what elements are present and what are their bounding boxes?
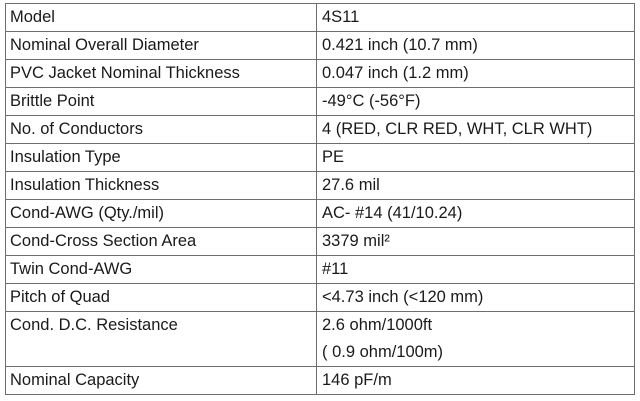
spec-label: Cond-AWG (Qty./mil) (5, 199, 317, 228)
spec-label: Model (5, 3, 317, 32)
spec-value-line: 27.6 mil (322, 176, 380, 194)
spec-value-line: 3379 mil² (322, 232, 390, 250)
table-row: Insulation Type PE (5, 143, 635, 172)
spec-value: PE (316, 143, 635, 172)
table-row: Nominal Overall Diameter 0.421 inch (10.7… (5, 31, 635, 60)
spec-value: 27.6 mil (316, 171, 635, 200)
spec-value-line: -49°C (-56°F) (322, 92, 421, 110)
spec-value: 0.421 inch (10.7 mm) (316, 31, 635, 60)
table-row: Cond. D.C. Resistance 2.6 ohm/1000ft ( 0.9… (5, 311, 635, 367)
spec-value-line: PE (322, 148, 345, 166)
table-row: Cond-Cross Section Area 3379 mil² (5, 227, 635, 256)
table-row: PVC Jacket Nominal Thickness 0.047 inch (… (5, 59, 635, 88)
spec-value: 3379 mil² (316, 227, 635, 256)
table-row: Nominal Capacity 146 pF/m (5, 366, 635, 395)
spec-value: -49°C (-56°F) (316, 87, 635, 116)
spec-value: 146 pF/m (316, 366, 635, 395)
spec-label: Insulation Thickness (5, 171, 317, 200)
spec-label: No. of Conductors (5, 115, 317, 144)
spec-value-line: 4 (RED, CLR RED, WHT, CLR WHT) (322, 120, 593, 138)
spec-value: 4S11 (316, 3, 635, 32)
spec-value-line: 0.421 inch (10.7 mm) (322, 36, 478, 54)
spec-value: AC- #14 (41/10.24) (316, 199, 635, 228)
spec-table: Model 4S11 Nominal Overall Diameter 0.421 i… (5, 3, 635, 395)
spec-label: Cond-Cross Section Area (5, 227, 317, 256)
spec-value-line: 4S11 (322, 8, 360, 26)
table-row: Pitch of Quad <4.73 inch (<120 mm) (5, 283, 635, 312)
spec-value: #11 (316, 255, 635, 284)
spec-value: 4 (RED, CLR RED, WHT, CLR WHT) (316, 115, 635, 144)
spec-label: Nominal Overall Diameter (5, 31, 317, 60)
spec-label: Brittle Point (5, 87, 317, 116)
table-row: Cond-AWG (Qty./mil) AC- #14 (41/10.24) (5, 199, 635, 228)
spec-value-line: AC- #14 (41/10.24) (322, 204, 463, 222)
spec-value-line: 0.047 inch (1.2 mm) (322, 64, 469, 82)
spec-label: Pitch of Quad (5, 283, 317, 312)
spec-value: 0.047 inch (1.2 mm) (316, 59, 635, 88)
spec-value-line: 146 pF/m (322, 371, 392, 389)
spec-value-line: #11 (322, 260, 349, 278)
table-row: Model 4S11 (5, 3, 635, 32)
table-row: Brittle Point -49°C (-56°F) (5, 87, 635, 116)
spec-value-line: <4.73 inch (<120 mm) (322, 288, 484, 306)
spec-label: Cond. D.C. Resistance (5, 311, 317, 367)
spec-value: <4.73 inch (<120 mm) (316, 283, 635, 312)
spec-label: Twin Cond-AWG (5, 255, 317, 284)
table-row: Insulation Thickness 27.6 mil (5, 171, 635, 200)
spec-label: Insulation Type (5, 143, 317, 172)
spec-label: Nominal Capacity (5, 366, 317, 395)
table-row: No. of Conductors 4 (RED, CLR RED, WHT, C… (5, 115, 635, 144)
table-row: Twin Cond-AWG #11 (5, 255, 635, 284)
spec-value-line: ( 0.9 ohm/100m) (322, 343, 444, 361)
spec-value: 2.6 ohm/1000ft ( 0.9 ohm/100m) (316, 311, 635, 367)
spec-value-line: 2.6 ohm/1000ft (322, 316, 433, 334)
spec-label: PVC Jacket Nominal Thickness (5, 59, 317, 88)
